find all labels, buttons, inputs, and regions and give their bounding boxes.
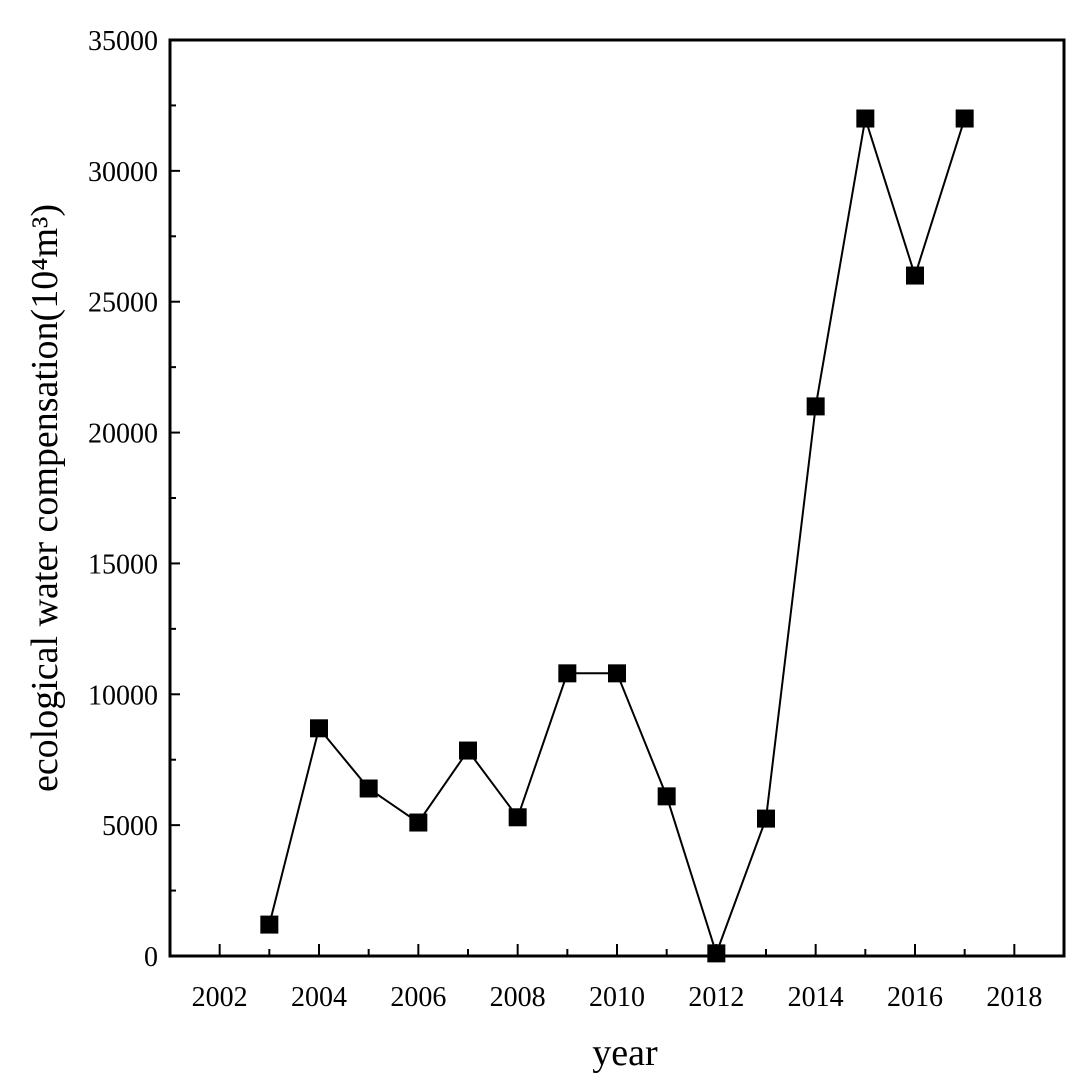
x-tick-label: 2014 (788, 982, 844, 1013)
x-tick-label: 2006 (390, 982, 446, 1013)
data-point (508, 808, 527, 827)
data-point (757, 809, 775, 828)
y-tick-label: 25000 (88, 288, 158, 319)
x-tick-label: 2010 (589, 982, 645, 1013)
data-point (608, 664, 626, 683)
y-axis-ticks: 0 5000 10000 15000 20000 25000 30000 35000 (88, 26, 180, 973)
x-tick-label: 2002 (192, 982, 248, 1013)
x-tick-label: 2004 (291, 982, 347, 1013)
y-tick-label: 10000 (88, 680, 158, 711)
x-tick-label: 2008 (490, 982, 546, 1013)
data-point (409, 813, 428, 832)
data-point (806, 397, 825, 416)
data-points (260, 109, 974, 963)
data-point (856, 109, 875, 128)
data-point (955, 109, 974, 128)
plot-frame (168, 38, 1066, 958)
y-tick-label: 0 (144, 942, 158, 973)
data-point (459, 741, 477, 760)
data-point (558, 664, 577, 683)
y-tick-label: 20000 (88, 419, 158, 450)
y-tick-label: 30000 (88, 157, 158, 188)
series-line (268, 118, 966, 957)
x-axis-ticks: 2002 2004 2006 2008 2010 2012 2014 2016 2018 (192, 944, 1042, 1013)
data-point (310, 719, 328, 738)
data-point (260, 915, 279, 934)
x-tick-label: 2012 (688, 982, 744, 1013)
data-point (707, 944, 726, 963)
data-point (906, 266, 924, 285)
x-axis-title: year (592, 1032, 658, 1074)
y-tick-label: 35000 (88, 26, 158, 57)
y-tick-label: 15000 (88, 549, 158, 580)
data-point (359, 779, 378, 798)
x-tick-label: 2016 (887, 982, 943, 1013)
y-axis-title: ecological water compensation(10⁴m³) (24, 204, 66, 792)
x-tick-label: 2018 (986, 982, 1042, 1013)
data-point (657, 787, 676, 806)
y-tick-label: 5000 (102, 811, 158, 842)
